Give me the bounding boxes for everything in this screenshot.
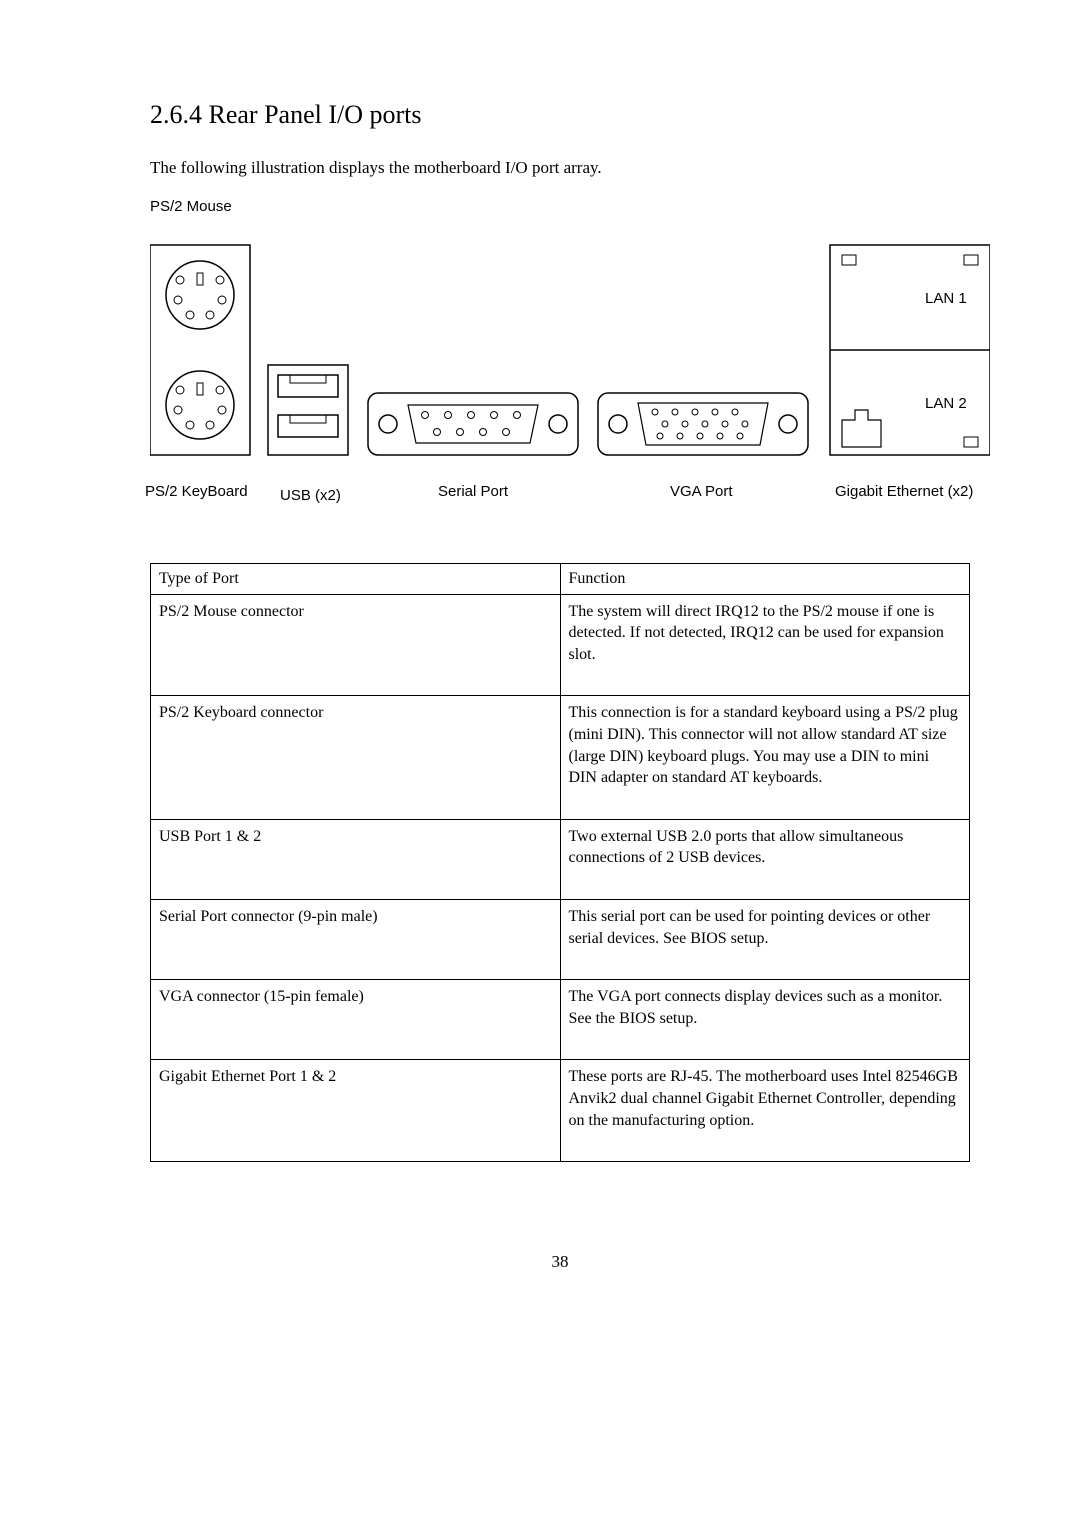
port-cell: Gigabit Ethernet Port 1 & 2 — [151, 1060, 561, 1162]
port-cell: Serial Port connector (9-pin male) — [151, 899, 561, 979]
page-number: 38 — [150, 1252, 970, 1272]
table-row: PS/2 Keyboard connector This connection … — [151, 696, 970, 819]
usb-label: USB (x2) — [280, 487, 341, 504]
table-row: VGA connector (15-pin female) The VGA po… — [151, 980, 970, 1060]
function-cell: The VGA port connects display devices su… — [560, 980, 970, 1060]
port-cell: USB Port 1 & 2 — [151, 819, 561, 899]
intro-text: The following illustration displays the … — [150, 158, 970, 178]
table-row: Serial Port connector (9-pin male) This … — [151, 899, 970, 979]
ports-table: Type of Port Function PS/2 Mouse connect… — [150, 563, 970, 1162]
table-row: Gigabit Ethernet Port 1 & 2 These ports … — [151, 1060, 970, 1162]
diagram-svg — [150, 215, 990, 555]
header-col1: Type of Port — [151, 564, 561, 595]
function-cell: This connection is for a standard keyboa… — [560, 696, 970, 819]
function-cell: This serial port can be used for pointin… — [560, 899, 970, 979]
lan2-label: LAN 2 — [925, 395, 967, 412]
function-cell: These ports are RJ-45. The motherboard u… — [560, 1060, 970, 1162]
ps2-mouse-label: PS/2 Mouse — [150, 198, 970, 215]
port-cell: VGA connector (15-pin female) — [151, 980, 561, 1060]
serial-label: Serial Port — [438, 483, 508, 500]
section-heading: 2.6.4 Rear Panel I/O ports — [150, 100, 970, 130]
gigabit-label: Gigabit Ethernet (x2) — [835, 483, 973, 500]
ps2-keyboard-label: PS/2 KeyBoard — [145, 483, 248, 500]
function-cell: The system will direct IRQ12 to the PS/2… — [560, 594, 970, 696]
table-header-row: Type of Port Function — [151, 564, 970, 595]
table-row: PS/2 Mouse connector The system will dir… — [151, 594, 970, 696]
rear-panel-diagram: LAN 1 LAN 2 PS/2 KeyBoard USB (x2) Seria… — [150, 215, 990, 555]
lan1-label: LAN 1 — [925, 290, 967, 307]
port-cell: PS/2 Keyboard connector — [151, 696, 561, 819]
header-col2: Function — [560, 564, 970, 595]
port-cell: PS/2 Mouse connector — [151, 594, 561, 696]
function-cell: Two external USB 2.0 ports that allow si… — [560, 819, 970, 899]
vga-label: VGA Port — [670, 483, 733, 500]
table-row: USB Port 1 & 2 Two external USB 2.0 port… — [151, 819, 970, 899]
